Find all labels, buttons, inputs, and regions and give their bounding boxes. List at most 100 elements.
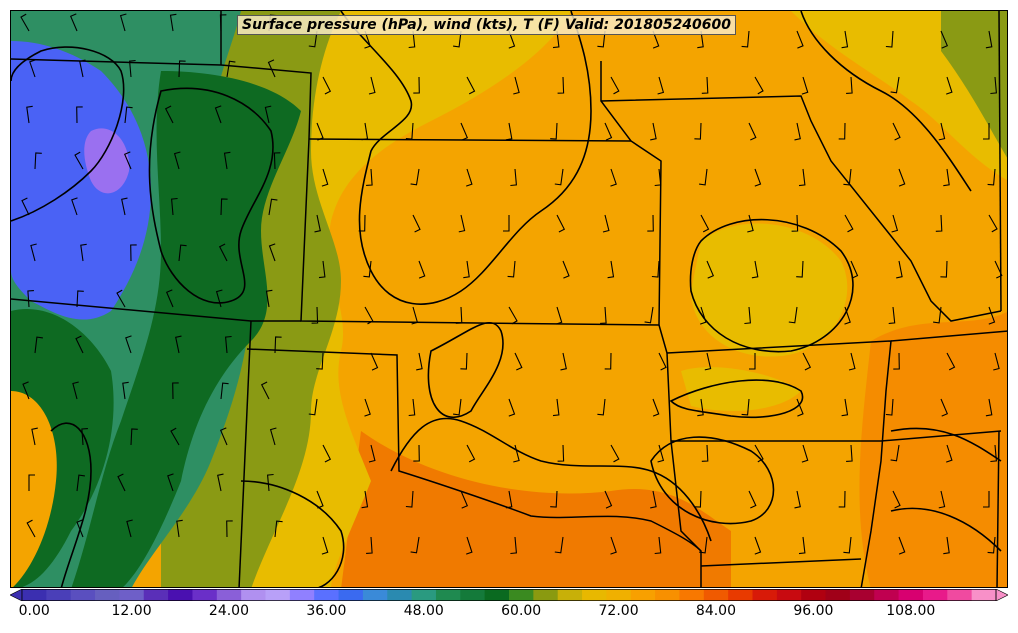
wind-barb [22,381,30,400]
wind-barb [798,168,806,187]
wind-barb [74,151,84,170]
wind-barb [178,60,186,78]
wind-barb [554,168,564,186]
wind-barb [985,398,993,417]
wind-barb [657,76,665,95]
colorbar-cell [874,589,900,601]
wind-barb [458,214,466,233]
pressure-contour [390,417,712,542]
wind-barb [75,335,84,354]
colorbar-cell [241,589,266,601]
wind-barb [704,352,712,371]
wind-barb [748,490,757,509]
wind-barb [508,398,516,417]
wind-barb [701,76,709,94]
wind-barb [514,352,523,371]
wind-barb [366,168,373,186]
wind-barb [129,59,136,78]
wind-barb [455,306,463,324]
state-border [890,330,1007,342]
colorbar-cell [338,589,364,601]
colorbar-tick-label: 96.00 [793,603,834,619]
wind-barb [744,306,751,325]
wind-barb [20,13,30,32]
wind-barb [843,168,852,186]
wind-barb [657,444,665,463]
wind-barb [697,398,704,417]
colorbar-cell [679,589,705,601]
colorbar-cell [216,589,242,601]
wind-barb [268,198,278,216]
wind-barb [650,490,657,509]
colorbar-cell [192,589,218,601]
wind-barb [413,76,420,94]
wind-barb [933,306,942,324]
wind-barb [938,122,946,141]
wind-barb [554,536,564,554]
wind-barb [167,473,174,492]
state-border [671,430,1002,442]
wind-barb [175,335,182,354]
wind-barb [503,215,510,232]
wind-barb [21,197,30,216]
wind-barb [990,76,997,95]
pressure-contour [11,46,125,222]
state-border [998,11,1002,312]
wind-barb [794,490,801,509]
wind-barb [226,520,233,538]
wind-barb [76,474,85,492]
wind-barb [604,490,613,509]
colorbar-cell [703,589,729,601]
wind-barb [748,122,757,141]
state-border [666,340,892,587]
wind-barb [754,168,762,187]
state-border [600,95,1002,322]
colorbar-cell [46,589,72,601]
wind-barb [604,352,612,370]
wind-barb [26,519,36,538]
colorbar-tick-label: 60.00 [501,603,542,619]
wind-barb [226,60,236,78]
pressure-contour [50,422,92,587]
pressure-contour [148,87,274,304]
wind-barb [123,151,132,170]
wind-barb [218,243,228,262]
wind-barb [550,122,558,140]
wind-barb [460,490,469,509]
wind-barb [556,214,566,233]
wind-barb [214,105,222,124]
colorbar-cell [22,589,47,601]
colorbar-tick-label: 108.00 [886,603,936,619]
wind-barb [647,214,654,232]
wind-barb [217,473,224,492]
wind-barb [31,427,38,446]
wind-barb [940,30,949,49]
temperature-field-map [11,11,1007,587]
wind-barb [560,352,567,371]
pressure-contour [800,11,972,192]
wind-barb [28,474,35,491]
wind-barb [321,536,329,555]
wind-barb [510,536,517,555]
wind-barb [370,352,379,371]
wind-barb [946,352,956,371]
colorbar-tick-label: 48.00 [403,603,444,619]
wind-barb [983,123,990,140]
wind-barb [273,152,281,170]
colorbar-cell [630,589,656,601]
wind-barb [557,76,565,94]
colorbar-cell [849,589,875,601]
colorbar-cell [411,589,437,601]
wind-barb [361,122,369,141]
wind-barb [898,168,906,187]
wind-barb [368,444,376,463]
pressure-contour [890,427,1002,462]
wind-barb [890,444,900,462]
state-border [11,58,662,326]
wind-barb [697,30,704,49]
wind-barb [848,352,856,371]
wind-barb [896,260,903,279]
wind-barb [791,214,799,232]
colorbar-cell [484,589,510,601]
wind-barb [410,536,420,554]
